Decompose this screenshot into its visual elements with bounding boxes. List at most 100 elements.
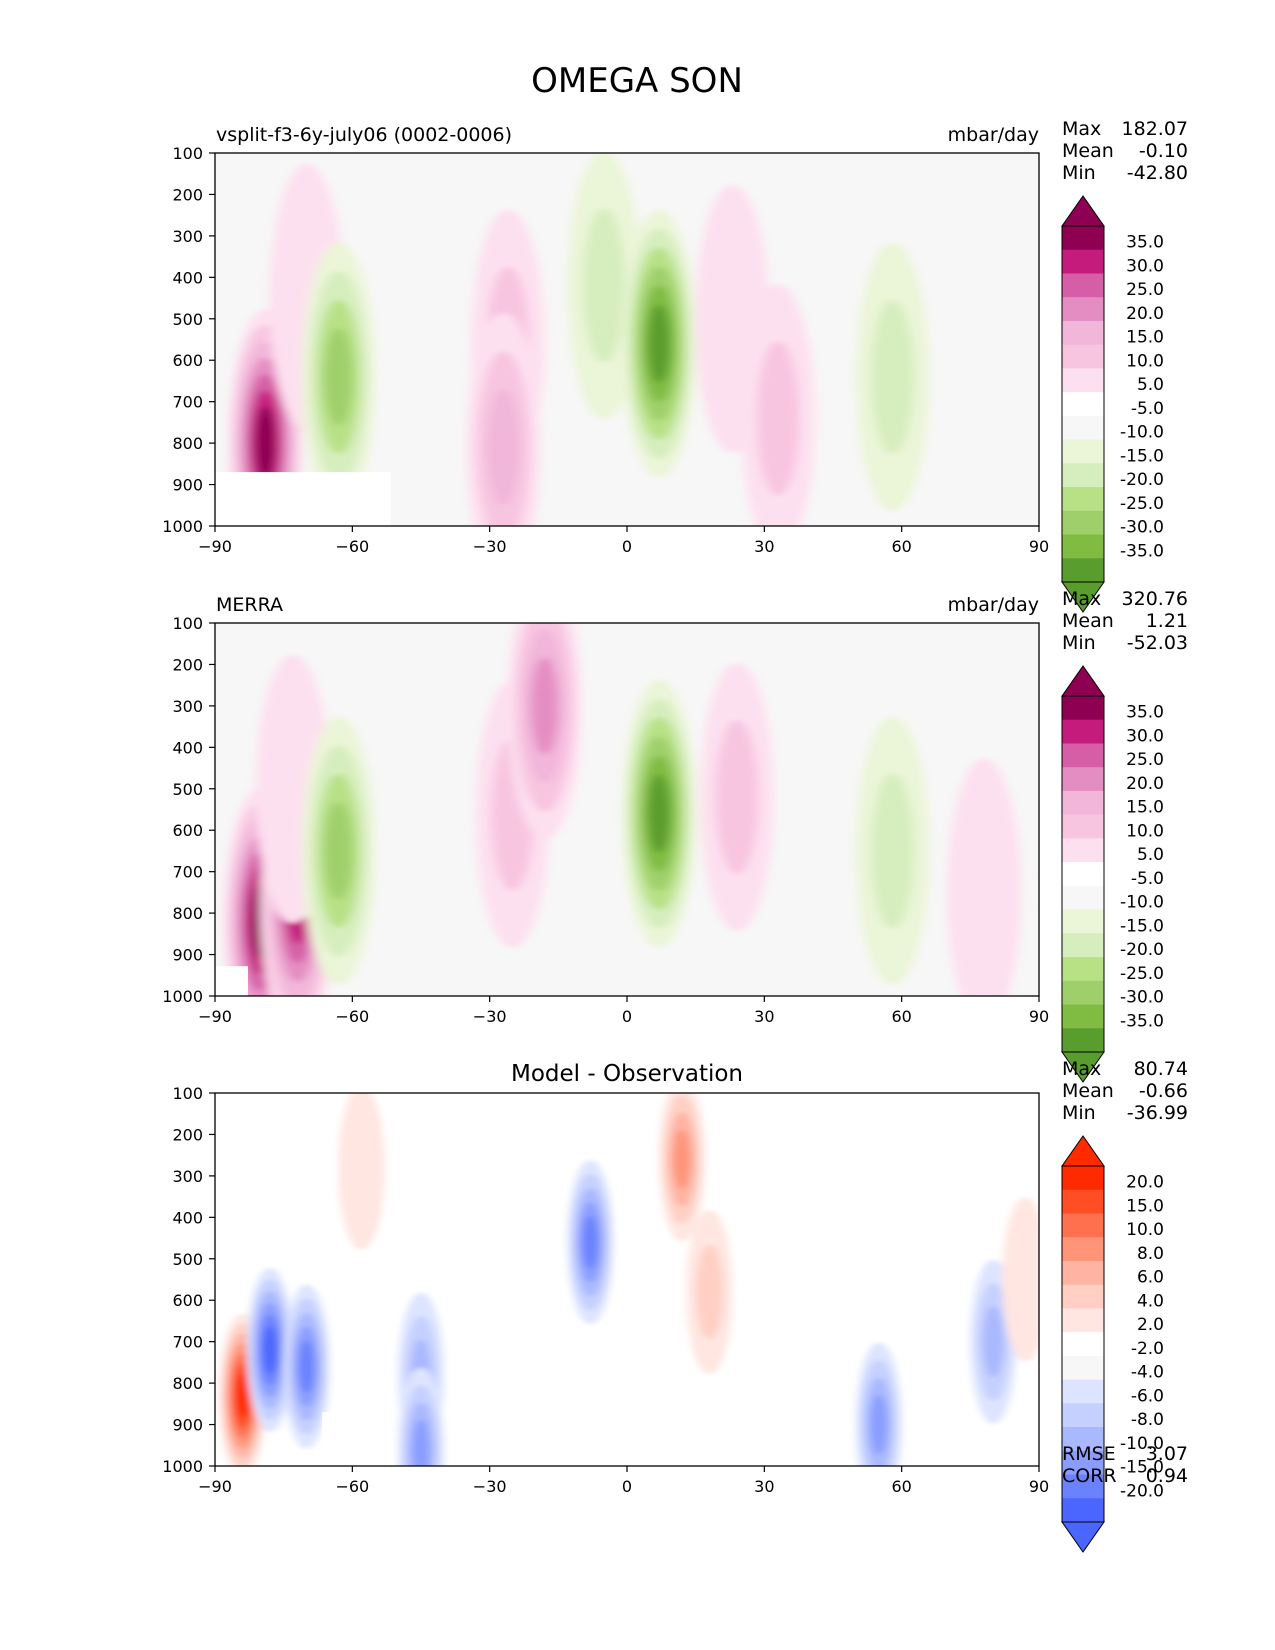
x-tick-label: 30	[754, 537, 774, 556]
colorbar-tick-label: -25.0	[1120, 964, 1164, 984]
plot-area-obs	[215, 623, 1039, 996]
colorbar-tick-label: -10.0	[1120, 423, 1164, 443]
contour-level	[648, 304, 670, 383]
colorbar-tick-label: 5.0	[1137, 845, 1164, 865]
field-7	[686, 1209, 733, 1374]
field-2	[301, 242, 376, 512]
y-tick-label: 1000	[162, 1457, 203, 1476]
colorbar-band	[1062, 980, 1104, 1006]
stats-mean-label: Mean	[1062, 610, 1114, 632]
colorbar-tick-label: 2.0	[1137, 1315, 1164, 1335]
colorbar-band	[1062, 320, 1104, 346]
x-tick-label: 90	[1029, 537, 1049, 556]
stats-max-value: 182.07	[1122, 118, 1188, 140]
field-6	[621, 679, 697, 948]
colorbar-band	[1062, 1427, 1104, 1452]
stats-min-label: Min	[1062, 1102, 1096, 1124]
field-5	[507, 623, 582, 841]
colorbar-frame	[1061, 695, 1105, 1053]
topography-mask	[215, 966, 248, 996]
y-tick-label: 100	[172, 144, 203, 163]
colorbar-band	[1062, 909, 1104, 934]
y-tick-label: 900	[172, 1416, 203, 1435]
colorbar-band	[1062, 273, 1104, 298]
colorbar-band	[1062, 1260, 1104, 1286]
stats-box: Max 80.74 Mean -0.66 Min -36.99	[1062, 1058, 1188, 1124]
metrics-box: RMSE 3.07 CORR 0.94	[1062, 1443, 1188, 1487]
colorbar-frame	[1061, 1165, 1105, 1523]
y-tick-label: 200	[172, 1125, 203, 1144]
colorbar-band	[1062, 1189, 1104, 1214]
panel-units: mbar/day	[948, 594, 1039, 616]
colorbar-extend-top	[1061, 195, 1105, 227]
y-tick-label: 400	[172, 738, 203, 757]
y-tick-label: 900	[172, 946, 203, 965]
x-tick-label: 30	[754, 1007, 774, 1026]
colorbar-tick-label: -4.0	[1131, 1363, 1164, 1383]
corr-value: 0.94	[1146, 1465, 1188, 1487]
x-tick-label: 0	[622, 537, 632, 556]
colorbar-extend-top	[1061, 1135, 1105, 1167]
colorbar-band	[1062, 1498, 1104, 1523]
corr-label: CORR	[1062, 1465, 1117, 1487]
x-axis: −90 −60 −30 0 30 60 90	[198, 526, 1049, 556]
plot-area-model	[215, 153, 1039, 526]
field-11	[338, 1093, 385, 1250]
colorbar-tick-label: -5.0	[1131, 399, 1164, 419]
contour-level	[325, 802, 353, 900]
panel-title-left: vsplit-f3-6y-july06 (0002-0006)	[216, 124, 512, 146]
contour-level	[255, 406, 276, 480]
rmse-label: RMSE	[1062, 1443, 1116, 1465]
x-tick-label: 60	[891, 1477, 911, 1496]
colorbar-tick-label: 4.0	[1137, 1291, 1164, 1311]
colorbar-tick-label: 6.0	[1137, 1268, 1164, 1288]
x-tick-label: −30	[473, 1007, 507, 1026]
colorbar-tick-label: -25.0	[1120, 494, 1164, 514]
colorbar-band	[1062, 696, 1104, 721]
x-tick-label: −30	[473, 537, 507, 556]
y-tick-label: 600	[172, 351, 203, 370]
colorbar-tick-label: -30.0	[1120, 518, 1164, 538]
colorbar-band	[1062, 368, 1104, 393]
colorbar-tick-label: 25.0	[1126, 750, 1164, 770]
colorbar-tick-label: -10.0	[1120, 1434, 1164, 1454]
panel-obs: MERRA mbar/day 1002003004005006007008009…	[162, 588, 1188, 1083]
contour-level	[983, 1306, 1004, 1378]
stats-max-value: 80.74	[1134, 1058, 1188, 1080]
y-tick-label: 100	[172, 614, 203, 633]
x-tick-label: 60	[891, 1007, 911, 1026]
y-tick-label: 200	[172, 655, 203, 674]
stats-mean-value: -0.66	[1139, 1080, 1188, 1102]
colorbar-tick-label: -2.0	[1131, 1339, 1164, 1359]
colorbar-tick-label: 15.0	[1126, 798, 1164, 818]
plot-area-diff	[215, 1093, 1039, 1466]
contour-level	[673, 1129, 691, 1190]
topography-mask	[322, 1412, 393, 1466]
colorbar-tick-label: 35.0	[1126, 233, 1164, 253]
field-6	[621, 209, 697, 478]
colorbar-band	[1062, 1474, 1104, 1499]
x-tick-label: 30	[754, 1477, 774, 1496]
field-6	[658, 1093, 705, 1242]
field-8	[855, 1342, 902, 1466]
colorbar-tick-label: 20.0	[1126, 1173, 1164, 1193]
plot-background	[215, 1093, 1039, 1466]
contour-level	[582, 208, 626, 363]
colorbar-band	[1062, 1028, 1104, 1053]
stats-max-value: 320.76	[1122, 588, 1188, 610]
colorbar-band	[1062, 344, 1104, 369]
contour-level	[871, 299, 914, 455]
contour-level	[870, 1394, 888, 1455]
field-8	[740, 284, 816, 526]
y-tick-label: 300	[172, 1167, 203, 1186]
x-axis: −90 −60 −30 0 30 60 90	[198, 1466, 1049, 1496]
stats-mean-value: 1.21	[1146, 610, 1188, 632]
colorbar-band	[1062, 1308, 1104, 1333]
y-tick-label: 600	[172, 1291, 203, 1310]
colorbar-band	[1062, 415, 1104, 441]
contour-level	[946, 758, 1022, 996]
topography-mask	[215, 472, 391, 526]
colorbar-tick-label: 30.0	[1126, 256, 1164, 276]
stats-min-value: -42.80	[1127, 162, 1188, 184]
stats-mean-label: Mean	[1062, 1080, 1114, 1102]
